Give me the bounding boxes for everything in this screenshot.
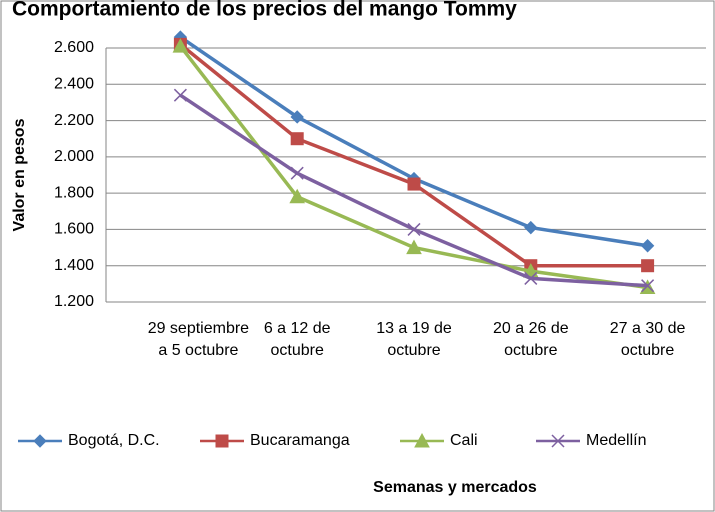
legend-label: Medellín xyxy=(586,432,646,449)
marker xyxy=(215,434,229,448)
y-axis-title: Valor en pesos xyxy=(11,118,28,231)
y-tick-label: 1.600 xyxy=(54,221,94,238)
legend-label: Bogotá, D.C. xyxy=(68,432,160,449)
marker xyxy=(641,279,655,293)
marker xyxy=(290,110,304,124)
marker xyxy=(406,239,422,255)
marker xyxy=(290,166,304,180)
marker xyxy=(551,434,565,448)
marker xyxy=(289,188,306,204)
y-tick-label: 1.800 xyxy=(54,184,94,201)
x-tick-label: 6 a 12 de octubre xyxy=(263,320,331,359)
x-tick-label: 27 a 30 de octubre xyxy=(609,320,686,359)
marker xyxy=(172,38,189,53)
marker xyxy=(407,177,421,191)
x-axis-title: Semanas y mercados xyxy=(373,479,537,496)
marker xyxy=(33,434,47,448)
x-tick-label: 20 a 26 de octubre xyxy=(492,320,569,359)
y-tick-label: 1.400 xyxy=(54,257,94,274)
chart-title: Comportamiento de los precios del mango … xyxy=(12,0,517,21)
x-tick-label: 13 a 19 de octubre xyxy=(376,320,452,359)
marker xyxy=(524,220,538,235)
legend-label: Bucaramanga xyxy=(250,432,350,449)
marker xyxy=(173,88,187,102)
y-tick-label: 2.400 xyxy=(54,76,94,93)
y-tick-label: 2.000 xyxy=(54,148,94,165)
y-tick-label: 2.200 xyxy=(54,112,94,129)
y-tick-label: 1.200 xyxy=(54,293,94,310)
marker xyxy=(407,222,421,236)
marker xyxy=(414,432,430,448)
y-tick-label: 2.600 xyxy=(54,39,94,56)
x-tick-label: 29 septiembre a 5 octubre xyxy=(147,320,250,359)
marker xyxy=(640,239,655,253)
marker xyxy=(524,271,538,285)
marker xyxy=(290,132,304,146)
marker xyxy=(641,259,655,273)
legend-label: Cali xyxy=(450,432,478,449)
